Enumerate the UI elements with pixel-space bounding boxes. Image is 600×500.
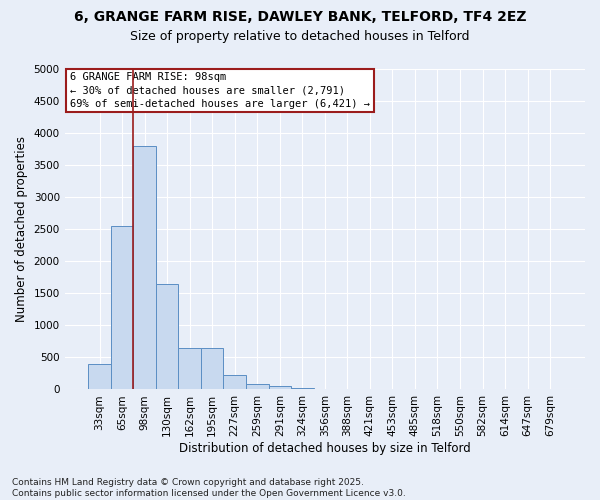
Bar <box>111 226 133 390</box>
Bar <box>178 348 201 390</box>
Bar <box>88 364 111 390</box>
Bar <box>291 388 314 390</box>
Bar <box>269 386 291 390</box>
X-axis label: Distribution of detached houses by size in Telford: Distribution of detached houses by size … <box>179 442 471 455</box>
Text: 6 GRANGE FARM RISE: 98sqm
← 30% of detached houses are smaller (2,791)
69% of se: 6 GRANGE FARM RISE: 98sqm ← 30% of detac… <box>70 72 370 108</box>
Y-axis label: Number of detached properties: Number of detached properties <box>15 136 28 322</box>
Text: 6, GRANGE FARM RISE, DAWLEY BANK, TELFORD, TF4 2EZ: 6, GRANGE FARM RISE, DAWLEY BANK, TELFOR… <box>74 10 526 24</box>
Bar <box>246 384 269 390</box>
Bar <box>133 146 156 390</box>
Text: Size of property relative to detached houses in Telford: Size of property relative to detached ho… <box>130 30 470 43</box>
Bar <box>156 284 178 390</box>
Bar <box>223 374 246 390</box>
Text: Contains HM Land Registry data © Crown copyright and database right 2025.
Contai: Contains HM Land Registry data © Crown c… <box>12 478 406 498</box>
Bar <box>201 348 223 390</box>
